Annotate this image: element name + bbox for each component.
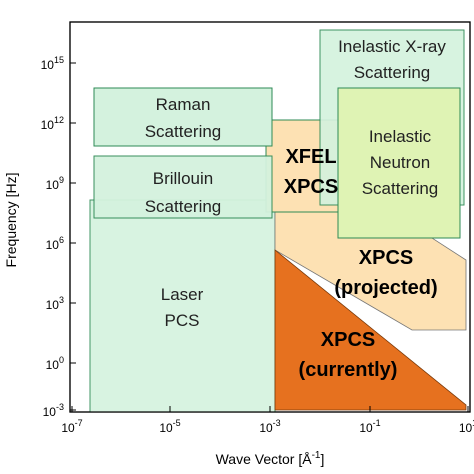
x-tick-label: 101	[459, 418, 474, 435]
y-tick-label-exponent: -3	[56, 402, 64, 412]
y-tick-label-base: 10	[46, 298, 60, 312]
x-tick-label: 10-7	[61, 418, 82, 435]
xpcs-projected-label-line2: (projected)	[334, 277, 437, 299]
x-tick-label: 10-3	[259, 418, 280, 435]
xpcs-projected-label-line1: XPCS	[359, 247, 413, 269]
brillouin-label-line1: Brillouin	[153, 169, 213, 188]
raman-label-line2: Scattering	[145, 122, 222, 141]
y-tick-label: 106	[46, 235, 64, 252]
xpcs-currently-label-line2: (currently)	[299, 359, 398, 381]
y-tick-label: 10-3	[43, 402, 64, 419]
y-tick-label-base: 10	[43, 405, 57, 419]
y-tick-label-base: 10	[41, 118, 55, 132]
y-tick-label: 1015	[41, 55, 64, 72]
y-tick-label-base: 10	[46, 178, 60, 192]
y-tick-label-exponent: 12	[54, 115, 64, 125]
inelastic-xray-label-line2: Scattering	[354, 63, 431, 82]
x-axis-title-text: Wave Vector [Å	[216, 451, 313, 467]
region-brillouin	[93, 155, 273, 219]
region-inelastic-neutron	[337, 87, 461, 239]
laser-label-line1: Laser	[161, 285, 204, 304]
y-tick-label-exponent: 3	[59, 295, 64, 305]
x-tick-label-exponent: -3	[273, 418, 281, 428]
x-axis-title: Wave Vector [Å-1]	[216, 450, 325, 467]
y-tick-label: 109	[46, 175, 64, 192]
inelastic-neutron-label-line1: Inelastic	[369, 127, 432, 146]
x-tick-label-base: 10	[259, 421, 273, 435]
y-tick-label-base: 10	[41, 58, 55, 72]
x-tick-label: 10-1	[359, 418, 380, 435]
y-tick-label-base: 10	[46, 238, 60, 252]
inelastic-xray-label-line1: Inelastic X-ray	[338, 37, 446, 56]
y-tick-label-exponent: 6	[59, 235, 64, 245]
x-tick-label-exponent: -1	[373, 418, 381, 428]
laser-label-line2: PCS	[165, 311, 200, 330]
y-tick-label-base: 10	[46, 358, 60, 372]
x-tick-label: 10-5	[159, 418, 180, 435]
xpcs-currently-label-line1: XPCS	[321, 329, 375, 351]
xfel-label-line2: XPCS	[284, 176, 338, 198]
region-laser-pcs	[89, 199, 276, 413]
xfel-label-line1: XFEL	[285, 146, 336, 168]
region-raman	[93, 87, 273, 147]
y-axis-title: Frequency [Hz]	[3, 173, 19, 268]
y-tick-label: 100	[46, 355, 64, 372]
x-tick-label-base: 10	[61, 421, 75, 435]
brillouin-label-line2: Scattering	[145, 197, 222, 216]
x-axis-title-close: ]	[320, 451, 324, 467]
y-tick-label: 1012	[41, 115, 64, 132]
x-tick-label-exponent: -5	[173, 418, 181, 428]
x-tick-label-base: 10	[159, 421, 173, 435]
inelastic-neutron-label-line2: Neutron	[370, 153, 430, 172]
x-tick-label-exponent: -7	[75, 418, 83, 428]
inelastic-neutron-label-line3: Scattering	[362, 179, 439, 198]
y-tick-label: 103	[46, 295, 64, 312]
x-tick-label-exponent: 1	[472, 418, 474, 428]
region-xpcs-currently	[274, 249, 467, 411]
y-tick-label-exponent: 0	[59, 355, 64, 365]
y-tick-label-exponent: 9	[59, 175, 64, 185]
x-tick-label-base: 10	[359, 421, 373, 435]
x-tick-label-base: 10	[459, 421, 473, 435]
raman-label-line1: Raman	[156, 95, 211, 114]
y-tick-label-exponent: 15	[54, 55, 64, 65]
x-axis-title-sup: -1	[312, 450, 321, 461]
